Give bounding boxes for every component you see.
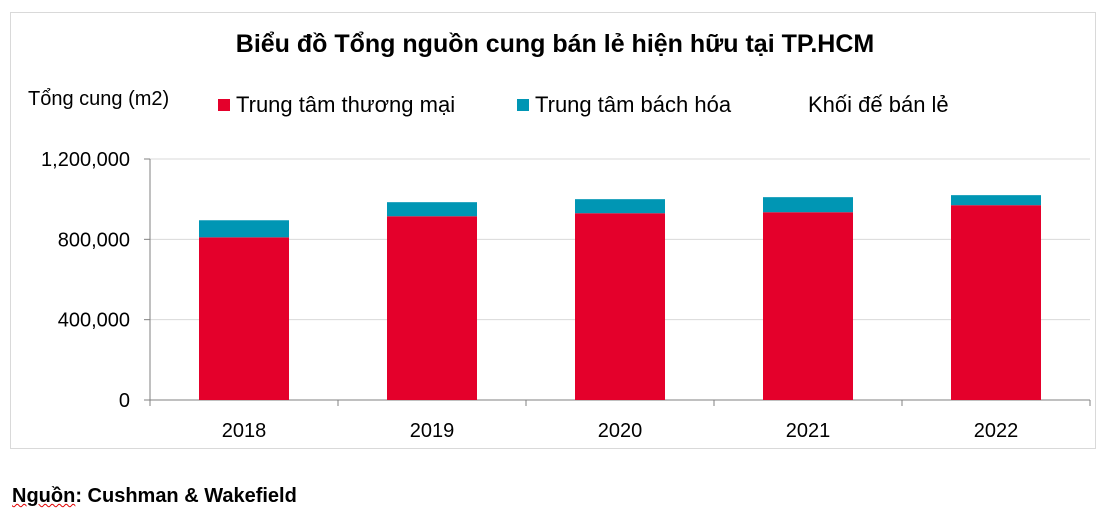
- y-tick-label: 1,200,000: [41, 149, 130, 171]
- legend-swatch-teal: [517, 99, 529, 111]
- x-tick-label: 2021: [786, 420, 831, 442]
- bar-segment: [763, 212, 853, 400]
- bar-segment: [575, 199, 665, 214]
- legend-label: Khối đế bán lẻ: [808, 92, 949, 117]
- legend-swatch-white: [790, 99, 802, 111]
- source-label: Nguồn: [12, 485, 76, 507]
- legend-label: Trung tâm bách hóa: [535, 92, 732, 117]
- y-axis-label: Tổng cung (m2): [28, 88, 170, 110]
- legend-label: Trung tâm thương mại: [236, 92, 456, 117]
- x-tick-label: 2019: [410, 420, 455, 442]
- bar-segment: [387, 202, 477, 217]
- legend-swatch-red: [218, 99, 230, 111]
- bar-segment: [199, 237, 289, 400]
- legend-item-trung-tam-bach-hoa: Trung tâm bách hóa: [517, 92, 731, 118]
- y-tick-label: 400,000: [58, 310, 130, 332]
- chart-frame: [10, 12, 1096, 449]
- y-tick-label: 0: [119, 390, 130, 412]
- legend-item-khoi-de-ban-le: Khối đế bán lẻ: [790, 92, 949, 118]
- source-note: Nguồn: Cushman & Wakefield: [12, 485, 297, 508]
- bar-segment: [951, 195, 1041, 206]
- x-tick-label: 2022: [974, 420, 1019, 442]
- bar-segment: [387, 216, 477, 400]
- x-tick-label: 2020: [598, 420, 643, 442]
- bar-segment: [763, 197, 853, 213]
- chart-title: Biểu đồ Tổng nguồn cung bán lẻ hiện hữu …: [235, 30, 875, 58]
- x-tick-label: 2018: [222, 420, 267, 442]
- legend-item-trung-tam-thuong-mai: Trung tâm thương mại: [218, 92, 455, 118]
- source-text: : Cushman & Wakefield: [75, 485, 297, 507]
- bar-segment: [575, 213, 665, 400]
- bar-segment: [951, 205, 1041, 400]
- y-tick-label: 800,000: [58, 229, 130, 251]
- bar-segment: [199, 220, 289, 238]
